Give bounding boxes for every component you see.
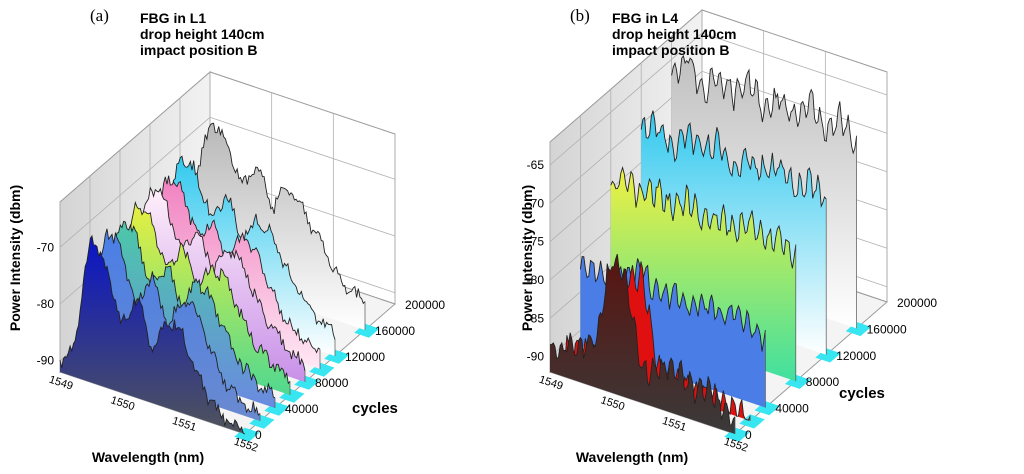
floor-strip [754,401,780,416]
title-line: FBG in L1 [140,10,207,26]
chart-panel-b: -90 -85 -80 -75 -70 -65 1549 1550 1551 1552 0 40000… [512,0,1024,474]
z-tick-label: 200000 [405,298,445,312]
y-tick-label: -70 [37,240,55,254]
z-tick-label: 80000 [806,375,840,389]
title-line: drop height 140cm [612,26,737,42]
floor-strips [234,323,380,442]
y-tick-label: -90 [527,350,545,364]
floor-strip [739,414,765,429]
x-axis-title: Wavelength (nm) [92,449,204,465]
z-tick-label: 120000 [836,349,876,363]
floor-strip [309,362,335,377]
y-tick-label: -70 [527,196,545,210]
floor-strip [815,348,841,363]
x-tick-label: 1551 [171,415,198,434]
floor-strip [294,375,320,390]
floor-strip [234,427,260,442]
series-surface [60,235,245,434]
z-tick-label: 80000 [315,376,349,390]
x-tick-label: 1549 [47,374,74,393]
z-axis-title: cycles [839,385,885,402]
waterfall-chart-b: -90-85-80-75-70-651549155015511552040000… [519,8,937,465]
floor-strip [264,401,290,416]
y-tick-label: -85 [527,311,545,325]
x-axis-title: Wavelength (nm) [576,449,688,465]
series-line [59,234,246,435]
z-tick-label: 160000 [375,324,415,338]
chart-title-block: FBG in L1 drop height 140cm impact posit… [140,10,264,58]
floor-strip [784,374,811,389]
floor-strips [724,321,872,442]
title-line: FBG in L4 [612,10,679,26]
panel-label: (b) [570,6,590,25]
waterfall-chart-a: -90-80-701549155015511552040000800001200… [7,70,445,465]
chart-title-block: FBG in L4 drop height 140cm impact posit… [612,10,736,58]
z-tick-label: 120000 [345,350,385,364]
x-tick-label: 1549 [537,374,564,393]
series-line [179,122,366,305]
title-line: impact position B [612,42,730,58]
y-tick-label: -65 [527,158,545,172]
z-tick-label: 0 [255,428,262,442]
series-line [610,165,797,269]
floor-strip [279,388,305,403]
y-tick-label: -90 [37,354,55,368]
series-line [671,54,858,155]
z-tick-label: 40000 [775,402,809,416]
z-tick-label: 40000 [285,402,319,416]
y-axis-title: Power Intensity (dbm) [519,185,535,331]
series-surface [550,254,735,434]
z-tick-label: 200000 [897,296,937,310]
z-tick-label: 160000 [867,322,907,336]
floor-strip [845,321,872,337]
chart-panel-a: -90 -80 -70 1549 1550 1551 1552 0 40000 80000 1200… [7,6,445,465]
y-tick-label: -80 [527,273,545,287]
floor-strip [249,414,275,429]
series-line [549,253,736,426]
y-axis-title: Power Intensity (dbm) [7,185,23,331]
z-axis-title: cycles [352,400,398,417]
z-tick-label: 0 [745,428,752,442]
y-tick-label: -75 [527,235,545,249]
title-line: drop height 140cm [140,26,265,42]
x-tick-label: 1551 [661,415,688,434]
panel-label: (a) [90,6,109,25]
series-line [640,110,827,208]
floor-strip [324,349,350,364]
title-line: impact position B [140,42,258,58]
y-tick-label: -80 [37,297,55,311]
floor-strip [724,427,750,442]
floor-strip [354,323,380,338]
x-tick-label: 1550 [109,394,136,413]
x-tick-label: 1550 [599,394,626,413]
